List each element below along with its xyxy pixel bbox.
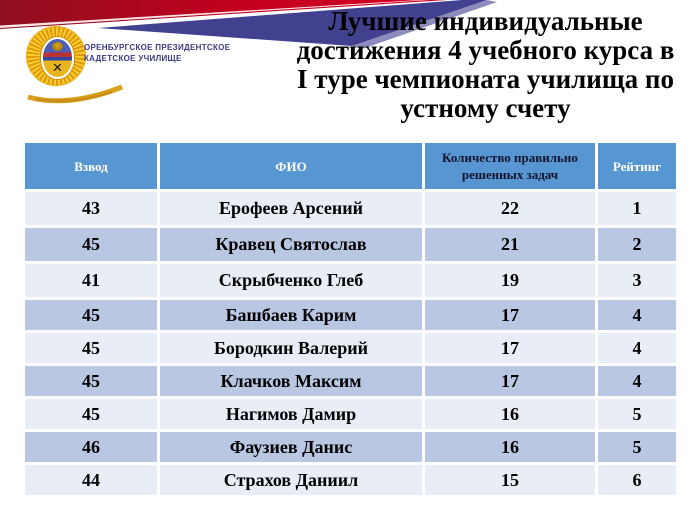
column-header-fio: ФИО bbox=[160, 143, 422, 189]
cell-solved: 16 bbox=[425, 432, 595, 462]
cell-rank: 4 bbox=[598, 333, 676, 363]
cell-platoon: 41 bbox=[25, 264, 157, 297]
cell-rank: 1 bbox=[598, 192, 676, 225]
emblem-crossed-tools-icon: ✕ bbox=[52, 61, 63, 76]
org-name-line1: ОРЕНБУРГСКОЕ ПРЕЗИДЕНТСКОЕ bbox=[84, 43, 231, 52]
slide-title: Лучшие индивидуальные достижения 4 учебн… bbox=[278, 7, 693, 123]
banner-blue-ribbon-highlight bbox=[352, 0, 497, 49]
cell-name: Страхов Даниил bbox=[160, 465, 422, 495]
title-line2: достижения 4 учебного курса в bbox=[296, 35, 675, 65]
cell-rank: 2 bbox=[598, 228, 676, 261]
emblem-eagle-icon bbox=[52, 42, 63, 51]
cell-name: Бородкин Валерий bbox=[160, 333, 422, 363]
cell-name: Фаузиев Данис bbox=[160, 432, 422, 462]
cell-rank: 5 bbox=[598, 432, 676, 462]
cell-platoon: 46 bbox=[25, 432, 157, 462]
cell-platoon: 44 bbox=[25, 465, 157, 495]
cell-solved: 16 bbox=[425, 399, 595, 429]
cell-platoon: 45 bbox=[25, 300, 157, 330]
org-name: ОРЕНБУРГСКОЕ ПРЕЗИДЕНТСКОЕ КАДЕТСКОЕ УЧИ… bbox=[84, 42, 230, 64]
cell-rank: 4 bbox=[598, 366, 676, 396]
table-row: 45 Бородкин Валерий 17 4 bbox=[25, 333, 676, 363]
cell-rank: 3 bbox=[598, 264, 676, 297]
cell-platoon: 45 bbox=[25, 366, 157, 396]
table-row: 45 Башбаев Карим 17 4 bbox=[25, 300, 676, 330]
table-row: 45 Клачков Максим 17 4 bbox=[25, 366, 676, 396]
cell-platoon: 43 bbox=[25, 192, 157, 225]
cell-solved: 15 bbox=[425, 465, 595, 495]
column-header-solved: Количество правильно решенных задач bbox=[425, 143, 595, 189]
cell-solved: 21 bbox=[425, 228, 595, 261]
banner-white-stripe bbox=[0, 0, 429, 28]
emblem-wreath-icon bbox=[27, 84, 123, 104]
cell-name: Нагимов Дамир bbox=[160, 399, 422, 429]
table-row: 45 Нагимов Дамир 16 5 bbox=[25, 399, 676, 429]
column-header-platoon: Взвод bbox=[25, 143, 157, 189]
cell-platoon: 45 bbox=[25, 399, 157, 429]
banner-ribbons bbox=[0, 0, 497, 49]
cell-solved: 19 bbox=[425, 264, 595, 297]
cell-rank: 6 bbox=[598, 465, 676, 495]
table-row: 46 Фаузиев Данис 16 5 bbox=[25, 432, 676, 462]
banner-blue-ribbon bbox=[98, 0, 487, 46]
banner-red-ribbon bbox=[0, 0, 447, 29]
table-row: 45 Кравец Святослав 21 2 bbox=[25, 228, 676, 261]
cell-solved: 17 bbox=[425, 366, 595, 396]
title-line4: устному счету bbox=[400, 93, 571, 123]
emblem-shield-icon: ✕ bbox=[41, 37, 74, 79]
cell-solved: 22 bbox=[425, 192, 595, 225]
org-name-line2: КАДЕТСКОЕ УЧИЛИЩЕ bbox=[84, 54, 182, 63]
cell-rank: 5 bbox=[598, 399, 676, 429]
cell-solved: 17 bbox=[425, 300, 595, 330]
cell-solved: 17 bbox=[425, 333, 595, 363]
table-header-row: Взвод ФИО Количество правильно решенных … bbox=[25, 143, 676, 189]
cell-name: Скрыбченко Глеб bbox=[160, 264, 422, 297]
title-line3: I туре чемпионата училища по bbox=[297, 64, 674, 94]
table-row: 43 Ерофеев Арсений 22 1 bbox=[25, 192, 676, 225]
cell-name: Клачков Максим bbox=[160, 366, 422, 396]
title-line1: Лучшие индивидуальные bbox=[328, 6, 643, 36]
cell-platoon: 45 bbox=[25, 333, 157, 363]
column-header-rating: Рейтинг bbox=[598, 143, 676, 189]
results-table: Взвод ФИО Количество правильно решенных … bbox=[22, 140, 679, 498]
table-row: 41 Скрыбченко Глеб 19 3 bbox=[25, 264, 676, 297]
cell-platoon: 45 bbox=[25, 228, 157, 261]
cell-rank: 4 bbox=[598, 300, 676, 330]
cell-name: Ерофеев Арсений bbox=[160, 192, 422, 225]
cell-name: Кравец Святослав bbox=[160, 228, 422, 261]
school-logo: ✕ bbox=[26, 24, 130, 104]
cell-name: Башбаев Карим bbox=[160, 300, 422, 330]
table-row: 44 Страхов Даниил 15 6 bbox=[25, 465, 676, 495]
